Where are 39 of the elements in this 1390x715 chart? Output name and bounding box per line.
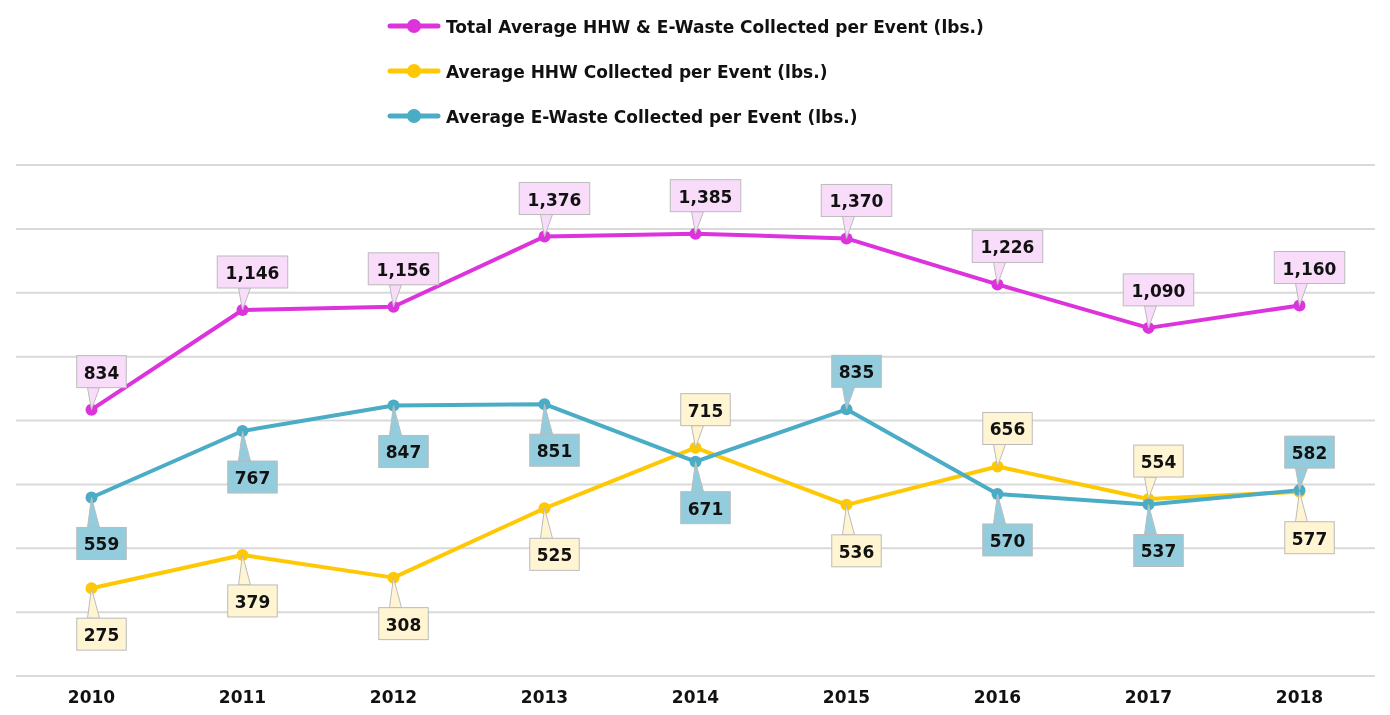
data-label: 525	[536, 545, 573, 566]
data-label: 835	[838, 362, 875, 383]
data-label: 537	[1140, 541, 1177, 562]
legend-label: Total Average HHW & E-Waste Collected per Event (lbs.)	[446, 17, 984, 37]
data-label: 1,376	[527, 189, 582, 210]
x-tick-label: 2016	[973, 687, 1022, 707]
data-label: 1,160	[1282, 258, 1337, 279]
data-label: 715	[687, 400, 724, 421]
data-label: 570	[989, 530, 1026, 551]
legend-label: Average HHW Collected per Event (lbs.)	[446, 62, 828, 82]
x-tick-label: 2017	[1124, 687, 1173, 707]
data-label: 834	[83, 362, 120, 383]
data-label: 1,156	[376, 259, 431, 280]
data-label: 767	[234, 468, 271, 489]
data-label: 671	[687, 498, 724, 519]
data-label: 847	[385, 442, 422, 463]
data-label: 577	[1291, 528, 1328, 549]
data-label: 275	[83, 625, 120, 646]
data-label: 1,370	[829, 191, 884, 212]
data-label: 554	[1140, 452, 1177, 473]
data-label: 582	[1291, 443, 1328, 464]
legend-label: Average E-Waste Collected per Event (lbs.)	[446, 107, 858, 127]
x-tick-label: 2013	[520, 687, 569, 707]
data-label: 851	[536, 441, 573, 462]
x-tick-label: 2011	[218, 687, 267, 707]
x-tick-label: 2012	[369, 687, 418, 707]
x-tick-label: 2010	[67, 687, 116, 707]
data-label: 1,090	[1131, 280, 1186, 301]
x-tick-label: 2018	[1275, 687, 1324, 707]
data-label: 1,146	[225, 263, 280, 283]
data-label: 559	[83, 534, 120, 555]
data-label: 308	[385, 614, 422, 635]
data-label: 656	[989, 419, 1026, 440]
data-label: 536	[838, 541, 875, 562]
data-label: 1,226	[980, 237, 1035, 258]
data-label: 1,385	[678, 186, 733, 207]
x-tick-label: 2015	[822, 687, 871, 707]
x-tick-label: 2014	[671, 687, 720, 707]
data-label: 379	[234, 591, 271, 612]
